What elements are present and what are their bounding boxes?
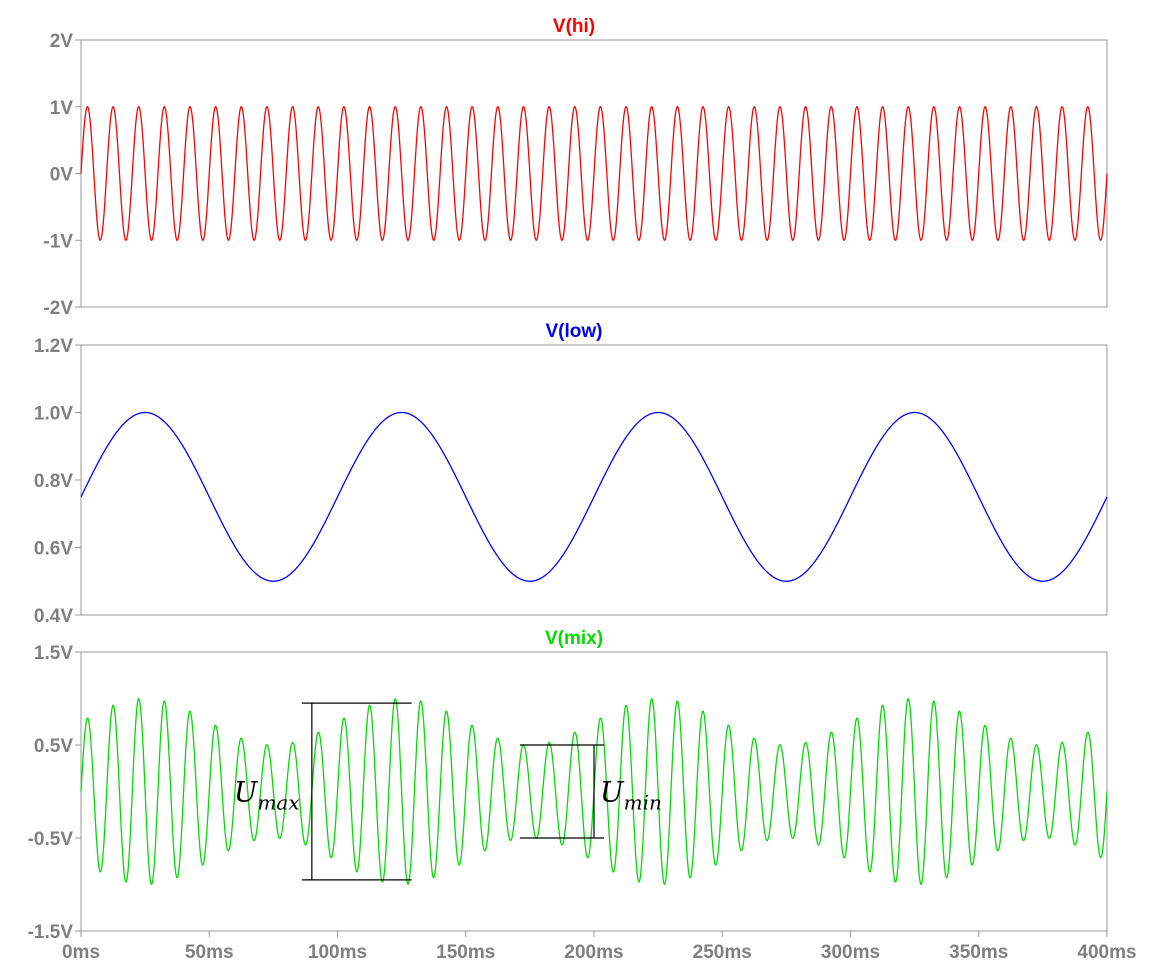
waveform-V(hi) [80, 106, 1108, 241]
waveform-V(low) [80, 411, 1108, 582]
y-tick-label: 0V [50, 165, 74, 186]
x-tick-label: 400ms [1077, 942, 1136, 963]
y-tick-label: 1V [50, 98, 74, 119]
y-tick-label: 0.4V [34, 606, 73, 627]
x-tick-label: 250ms [693, 942, 752, 963]
x-tick-label: 350ms [949, 942, 1008, 963]
x-tick-label: 0ms [62, 942, 100, 963]
y-tick-label: 2V [50, 31, 74, 52]
panel-2: V(low) 1.2V 1.0V 0.8V 0.6V 0.4V [34, 321, 1108, 627]
y-tick-label: -1.5V [28, 922, 74, 943]
plot-title: V(mix) [545, 628, 603, 649]
x-tick-label: 200ms [564, 942, 623, 963]
plot-title: V(low) [546, 321, 603, 342]
annotation-main: U [600, 776, 625, 809]
annotation-u-max: Umax [234, 702, 412, 881]
y-tick-label: 0.6V [34, 539, 73, 560]
annotation-subscript: max [257, 791, 299, 815]
panel-1: V(hi) 2V 1V 0V -1V -2V [43, 16, 1108, 319]
x-tick-label: 100ms [308, 942, 367, 963]
y-tick-label: -0.5V [28, 829, 74, 850]
x-tick-label: 50ms [185, 942, 234, 963]
y-tick-label: 1.5V [34, 643, 73, 664]
y-tick-label: 0.5V [34, 736, 73, 757]
x-tick-label: 150ms [436, 942, 495, 963]
y-tick-label: 1.2V [34, 336, 73, 357]
y-tick-label: 0.8V [34, 471, 73, 492]
annotation-label: Umax [234, 776, 300, 815]
y-tick-label: -2V [43, 298, 73, 319]
y-tick-label: -1V [43, 231, 73, 252]
annotation-label: Umin [600, 776, 662, 815]
annotation-u-min: Umin [519, 744, 662, 839]
annotation-subscript: min [624, 791, 662, 815]
x-tick-label: 300ms [821, 942, 880, 963]
plot-title: V(hi) [553, 16, 595, 37]
annotation-main: U [234, 776, 259, 809]
y-tick-label: 1.0V [34, 404, 73, 425]
plot-frame [80, 344, 1108, 616]
